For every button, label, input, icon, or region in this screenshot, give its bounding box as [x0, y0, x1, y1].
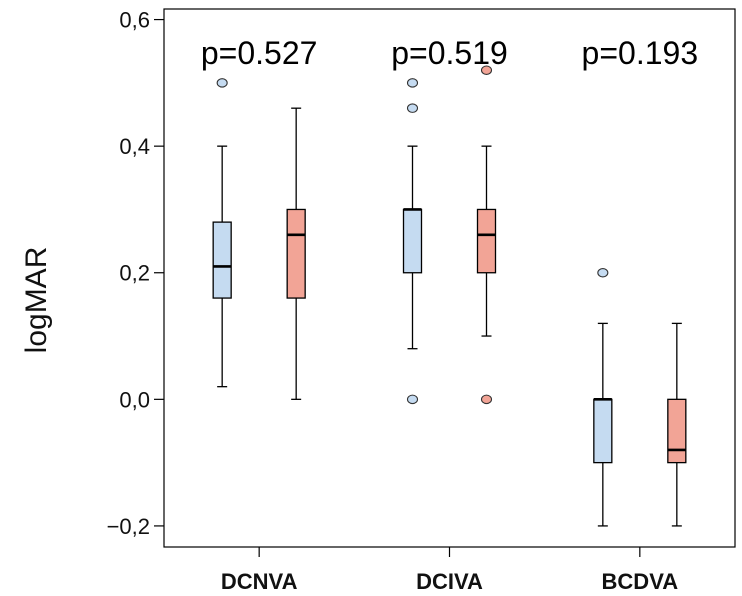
box-group — [212, 78, 232, 388]
p-value-label: p=0.193 — [582, 35, 699, 71]
outlier-point — [480, 65, 493, 75]
y-tick-label: 0,4 — [119, 134, 150, 159]
x-category-label: BCDVA — [602, 569, 679, 594]
outlier-point — [480, 394, 493, 405]
box-group — [667, 322, 687, 527]
box — [402, 208, 423, 274]
outlier-point — [406, 103, 419, 113]
outlier-point — [597, 267, 609, 278]
box-group — [286, 107, 306, 400]
box — [476, 208, 497, 274]
p-value-annotations: p=0.527 p=0.519 p=0.193 — [201, 35, 698, 71]
y-tick-label: 0,0 — [119, 387, 150, 412]
box — [593, 398, 613, 464]
outlier-point — [406, 394, 419, 405]
x-category-label: DCNVA — [221, 569, 298, 594]
box-group — [476, 65, 497, 405]
box-group — [593, 267, 613, 527]
p-value-label: p=0.527 — [201, 35, 318, 71]
y-axis-title: logMAR — [20, 247, 53, 354]
box — [286, 208, 306, 299]
y-tick-label: 0,2 — [119, 261, 150, 286]
outlier-point — [216, 78, 228, 88]
p-value-label: p=0.519 — [391, 35, 508, 71]
y-axis: −0,2 0,0 0,2 0,4 0,6 — [107, 8, 164, 539]
y-tick-label: −0,2 — [107, 514, 150, 539]
x-category-label: DCIVA — [416, 569, 483, 594]
plot-frame — [163, 8, 736, 548]
box — [667, 398, 687, 464]
box-group — [402, 78, 423, 405]
box — [212, 221, 232, 299]
y-tick-label: 0,6 — [119, 8, 150, 33]
outlier-point — [406, 78, 419, 88]
boxes — [212, 65, 687, 527]
x-axis: DCNVA DCIVA BCDVA — [221, 547, 678, 594]
